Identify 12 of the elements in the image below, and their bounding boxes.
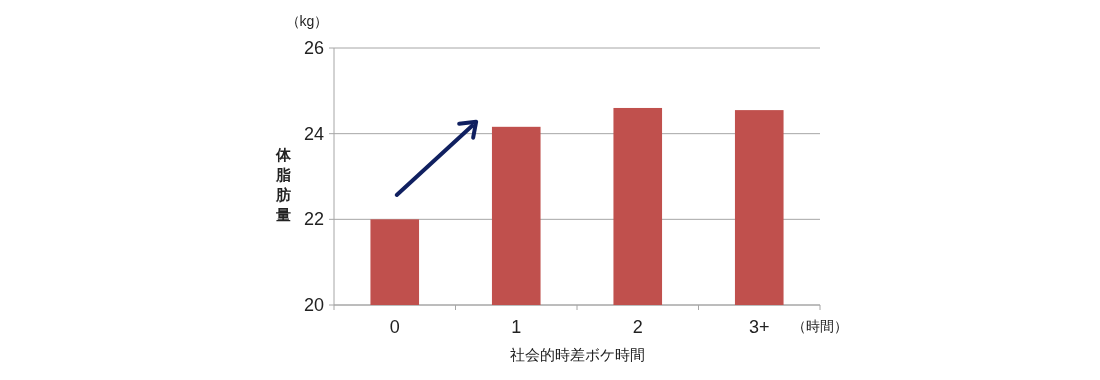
y-tick-label: 24 — [303, 123, 324, 144]
x-tick-label: 3+ — [748, 317, 770, 337]
x-tick-label: 2 — [632, 317, 643, 337]
text: （時間） — [792, 318, 848, 334]
y-tick-label: 22 — [303, 209, 324, 230]
text: （kg） — [285, 13, 329, 29]
y-tick-label: 26 — [303, 38, 324, 58]
y-axis-title: 体脂肪量 — [274, 146, 292, 223]
y-tick-label: 20 — [303, 295, 324, 315]
x-tick-label: 1 — [511, 317, 522, 337]
x-tick-label: 0 — [389, 317, 400, 337]
x-axis-title: 社会的時差ボケ時間 — [509, 346, 645, 363]
